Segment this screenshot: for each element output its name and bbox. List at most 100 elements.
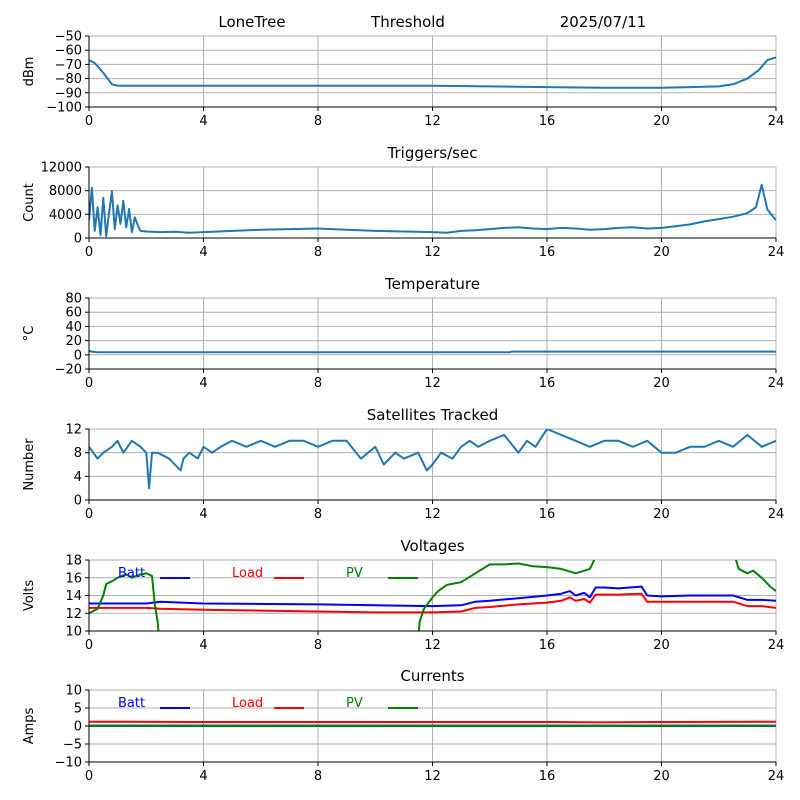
y-tick-label: 8000 [49,184,82,199]
y-tick-label: −5 [63,738,82,753]
x-tick-label: 8 [314,245,322,260]
x-tick-label: 8 [314,638,322,653]
x-tick-label: 16 [539,638,556,653]
y-tick-label: 18 [65,554,82,569]
y-tick-label: 80 [65,292,82,307]
legend-label-pv: PV [346,696,363,711]
series-line-pv [89,560,776,631]
x-tick-label: 4 [199,245,207,260]
y-axis-label: Volts [22,580,37,612]
panel-title: Satellites Tracked [367,406,498,424]
x-tick-label: 16 [539,245,556,260]
x-tick-label: 12 [424,376,441,391]
x-tick-label: 20 [653,245,670,260]
y-tick-label: 8 [74,446,82,461]
x-tick-label: 0 [85,376,93,391]
x-tick-label: 8 [314,507,322,522]
y-tick-label: −50 [55,30,82,45]
x-tick-label: 8 [314,376,322,391]
x-tick-label: 0 [85,507,93,522]
legend-label-load: Load [232,696,263,711]
y-tick-label: −60 [55,44,82,59]
x-tick-label: 20 [653,507,670,522]
x-tick-label: 8 [314,114,322,129]
y-tick-label: −100 [46,101,82,116]
x-tick-label: 0 [85,638,93,653]
y-tick-label: 0 [74,494,82,509]
y-tick-label: 0 [74,232,82,247]
series-line-1 [89,429,776,490]
x-tick-label: 20 [653,114,670,129]
x-tick-label: 20 [653,376,670,391]
legend-label-batt: Batt [118,566,145,581]
y-tick-label: 10 [65,625,82,640]
legend-label-batt: Batt [118,696,145,711]
series-line-load [89,592,776,614]
x-tick-label: 24 [768,245,785,260]
panel-title: Temperature [384,275,480,293]
x-tick-label: 12 [424,638,441,653]
chart-panel-5: 0 4 8 12 16 20 24 10 12 14 16 18 Voltages Volts Batt Lo… [22,537,784,653]
y-tick-label: 10 [65,684,82,699]
panel-title: Triggers/sec [387,144,478,162]
y-tick-label: 20 [65,334,82,349]
y-tick-label: −70 [55,58,82,73]
x-tick-label: 16 [539,769,556,784]
header-mode: Threshold [370,13,445,31]
x-tick-label: 12 [424,245,441,260]
x-tick-label: 24 [768,638,785,653]
x-tick-label: 24 [768,769,785,784]
x-tick-label: 4 [199,769,207,784]
y-tick-label: 0 [74,720,82,735]
x-tick-label: 16 [539,507,556,522]
y-tick-label: −80 [55,72,82,87]
x-tick-label: 4 [199,638,207,653]
y-tick-label: 60 [65,306,82,321]
y-tick-label: 40 [65,320,82,335]
y-tick-label: −10 [55,756,82,771]
y-tick-label: 0 [74,348,82,363]
legend-label-load: Load [232,566,263,581]
series-line-batt [89,585,776,608]
x-tick-label: 24 [768,507,785,522]
x-tick-label: 4 [199,376,207,391]
legend-label-pv: PV [346,566,363,581]
chart-panel-2: 0 4 8 12 16 20 24 0 4000 8000 12000 Triggers/sec Cou… [22,144,784,260]
y-tick-label: 12 [65,423,82,438]
header-date: 2025/07/11 [560,13,646,31]
y-tick-label: 12000 [41,161,82,176]
x-tick-label: 4 [199,507,207,522]
y-axis-label: °C [22,326,37,342]
panel-title: Voltages [400,537,464,555]
y-tick-label: 4000 [49,208,82,223]
y-tick-label: 16 [65,571,82,586]
x-tick-label: 0 [85,114,93,129]
y-tick-label: 12 [65,607,82,622]
x-tick-label: 20 [653,769,670,784]
y-tick-label: 14 [65,589,82,604]
chart-panel-4: 0 4 8 12 16 20 24 0 4 8 12 Satellites Tracked Number [22,406,784,522]
x-tick-label: 0 [85,245,93,260]
x-tick-label: 16 [539,114,556,129]
x-tick-label: 24 [768,376,785,391]
x-tick-label: 12 [424,114,441,129]
series-line-1 [89,183,776,238]
y-tick-label: −90 [55,86,82,101]
x-tick-label: 24 [768,114,785,129]
x-tick-label: 12 [424,507,441,522]
y-axis-label: Number [22,438,37,491]
y-axis-label: Count [22,183,37,222]
series-line-load [89,720,776,724]
x-tick-label: 16 [539,376,556,391]
y-tick-label: 5 [74,702,82,717]
x-tick-label: 12 [424,769,441,784]
y-tick-label: 4 [74,470,82,485]
x-tick-label: 0 [85,769,93,784]
y-axis-label: Amps [22,707,37,744]
chart-panel-1: 0 4 8 12 16 20 24 −100−90−80−70−60−50 dBm [22,30,784,130]
x-tick-label: 20 [653,638,670,653]
x-tick-label: 8 [314,769,322,784]
header-station: LoneTree [218,13,285,31]
